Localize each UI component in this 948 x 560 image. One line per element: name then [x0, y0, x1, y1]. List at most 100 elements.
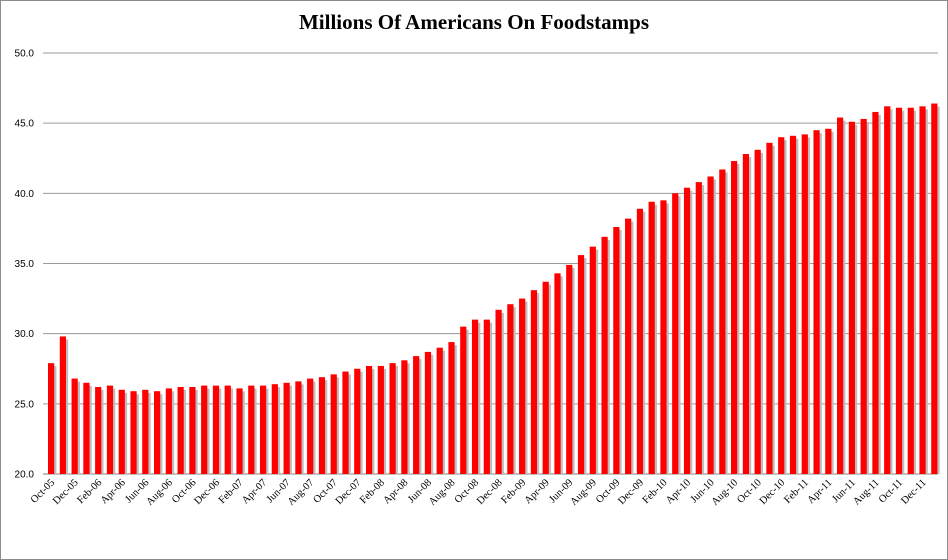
bar	[59, 336, 66, 474]
bar	[931, 103, 938, 475]
bar	[224, 385, 231, 474]
x-tick-label: Dec-07	[334, 477, 364, 507]
bar	[142, 389, 149, 474]
bar	[766, 142, 773, 474]
bar	[165, 388, 172, 474]
bar	[707, 176, 714, 474]
bar	[837, 117, 844, 474]
bar	[153, 391, 161, 474]
y-tick-label: 40.0	[15, 189, 35, 200]
bar	[71, 378, 78, 474]
x-axis-ticks: Oct-05Dec-05Feb-06Apr-06Jun-06Aug-06Oct-…	[29, 477, 929, 507]
bar	[295, 381, 302, 474]
bar	[589, 246, 596, 474]
y-tick-label: 50.0	[15, 49, 35, 60]
bar	[907, 107, 914, 474]
bar	[683, 187, 691, 474]
bar	[283, 382, 290, 474]
bar	[307, 378, 314, 474]
x-tick-label: Apr-11	[806, 477, 835, 506]
x-tick-label: Dec-11	[899, 477, 928, 506]
bar	[201, 385, 208, 474]
x-tick-label: Feb-08	[358, 477, 387, 506]
y-tick-label: 45.0	[15, 119, 35, 130]
bar	[554, 273, 561, 474]
x-tick-label: Aug-06	[145, 477, 175, 507]
x-tick-label: Dec-10	[758, 477, 788, 507]
bar	[236, 388, 243, 474]
bar	[189, 386, 196, 474]
bar	[83, 382, 90, 474]
bar	[884, 106, 891, 475]
y-tick-label: 35.0	[15, 259, 35, 270]
y-axis-ticks: 20.0 25.0 30.0 35.0 40.0 45.0 50.0	[15, 49, 35, 481]
bar	[601, 236, 608, 474]
bar	[259, 385, 267, 474]
bar	[389, 363, 396, 474]
bar	[825, 128, 832, 474]
x-tick-label: Feb-09	[499, 477, 528, 506]
x-tick-label: Feb-11	[782, 477, 811, 506]
bar	[448, 342, 455, 474]
bar	[318, 377, 326, 474]
chart-title: Millions Of Americans On Foodstamps	[298, 10, 650, 34]
x-tick-label: Aug-11	[851, 477, 881, 507]
bar	[212, 385, 220, 474]
x-tick-label: Dec-08	[475, 477, 505, 507]
bar	[801, 134, 808, 475]
bar	[177, 386, 184, 474]
x-tick-label: Dec-05	[51, 477, 81, 507]
bar	[672, 193, 679, 475]
bar	[813, 130, 820, 474]
bar	[507, 304, 514, 474]
bar	[495, 309, 502, 474]
bar	[731, 161, 738, 474]
bar	[895, 107, 903, 474]
y-tick-label: 30.0	[15, 329, 35, 340]
bar	[789, 135, 797, 474]
bar	[130, 391, 137, 474]
bar	[695, 182, 702, 474]
bar	[483, 319, 490, 474]
bar	[648, 201, 655, 474]
bar	[919, 106, 926, 475]
bar	[424, 351, 432, 474]
bar	[872, 111, 879, 474]
bar	[754, 149, 761, 474]
bar	[365, 365, 373, 474]
bar	[778, 137, 785, 474]
x-tick-label: Aug-09	[568, 477, 598, 507]
bar	[436, 347, 443, 474]
bar	[860, 118, 867, 474]
bar	[660, 200, 667, 474]
bar	[401, 360, 408, 474]
x-tick-label: Apr-08	[381, 477, 410, 506]
x-tick-label: Feb-06	[76, 477, 105, 506]
bar	[577, 255, 585, 474]
bar	[530, 290, 538, 474]
bar	[271, 384, 278, 474]
bar	[118, 389, 125, 474]
bar	[719, 169, 726, 474]
x-tick-label: Aug-10	[710, 477, 740, 507]
bar	[613, 227, 620, 474]
y-tick-label: 25.0	[15, 399, 35, 410]
bar	[742, 154, 750, 475]
bar	[566, 264, 573, 474]
bar	[542, 281, 549, 474]
bar	[519, 298, 526, 474]
x-tick-label: Apr-06	[99, 477, 128, 506]
x-tick-label: Feb-10	[641, 477, 670, 506]
bar	[248, 385, 255, 474]
x-tick-label: Apr-07	[240, 477, 269, 506]
x-tick-label: Dec-06	[192, 477, 222, 507]
x-tick-label: Aug-08	[427, 477, 457, 507]
x-tick-label: Apr-09	[523, 477, 552, 506]
bar	[342, 371, 349, 474]
bar	[460, 326, 467, 474]
bar	[636, 208, 644, 474]
x-tick-label: Aug-07	[286, 477, 316, 507]
bars	[48, 103, 938, 475]
x-tick-label: Feb-07	[217, 477, 246, 506]
